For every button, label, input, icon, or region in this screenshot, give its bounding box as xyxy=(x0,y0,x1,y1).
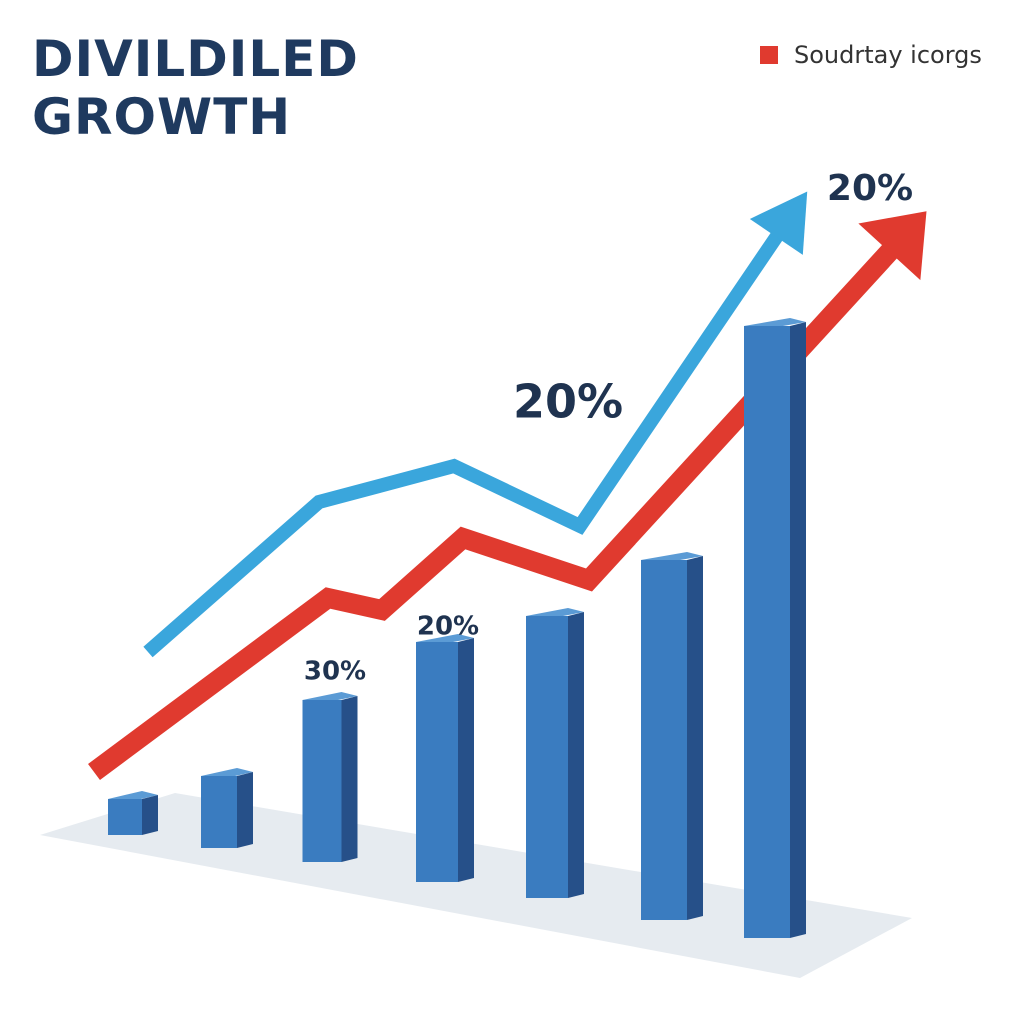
arrow-head xyxy=(858,211,927,281)
bar-side xyxy=(458,638,474,882)
bar xyxy=(302,700,342,862)
bar-side xyxy=(142,795,158,835)
floor xyxy=(40,793,912,978)
bar xyxy=(526,616,568,898)
bar xyxy=(201,776,237,848)
arrow-head xyxy=(749,191,808,255)
bar-side xyxy=(790,322,806,938)
bar xyxy=(108,799,142,835)
annotation: 20% xyxy=(513,375,623,429)
bar xyxy=(744,326,790,938)
bar-side xyxy=(568,612,584,898)
annotation: 20% xyxy=(827,168,913,209)
bar-side xyxy=(341,696,358,862)
legend-label: Soudrtay icorgs xyxy=(794,41,982,69)
legend-swatch xyxy=(760,46,778,64)
trend-line xyxy=(143,204,802,658)
annotation: 20% xyxy=(417,612,479,642)
annotation: 30% xyxy=(304,657,366,687)
bar xyxy=(416,642,458,882)
chart-title: DIVILDILED GROWTH xyxy=(32,30,359,146)
bar-side xyxy=(237,772,253,848)
bar-side xyxy=(687,556,703,920)
bar xyxy=(641,560,687,920)
trend-line xyxy=(88,219,921,781)
